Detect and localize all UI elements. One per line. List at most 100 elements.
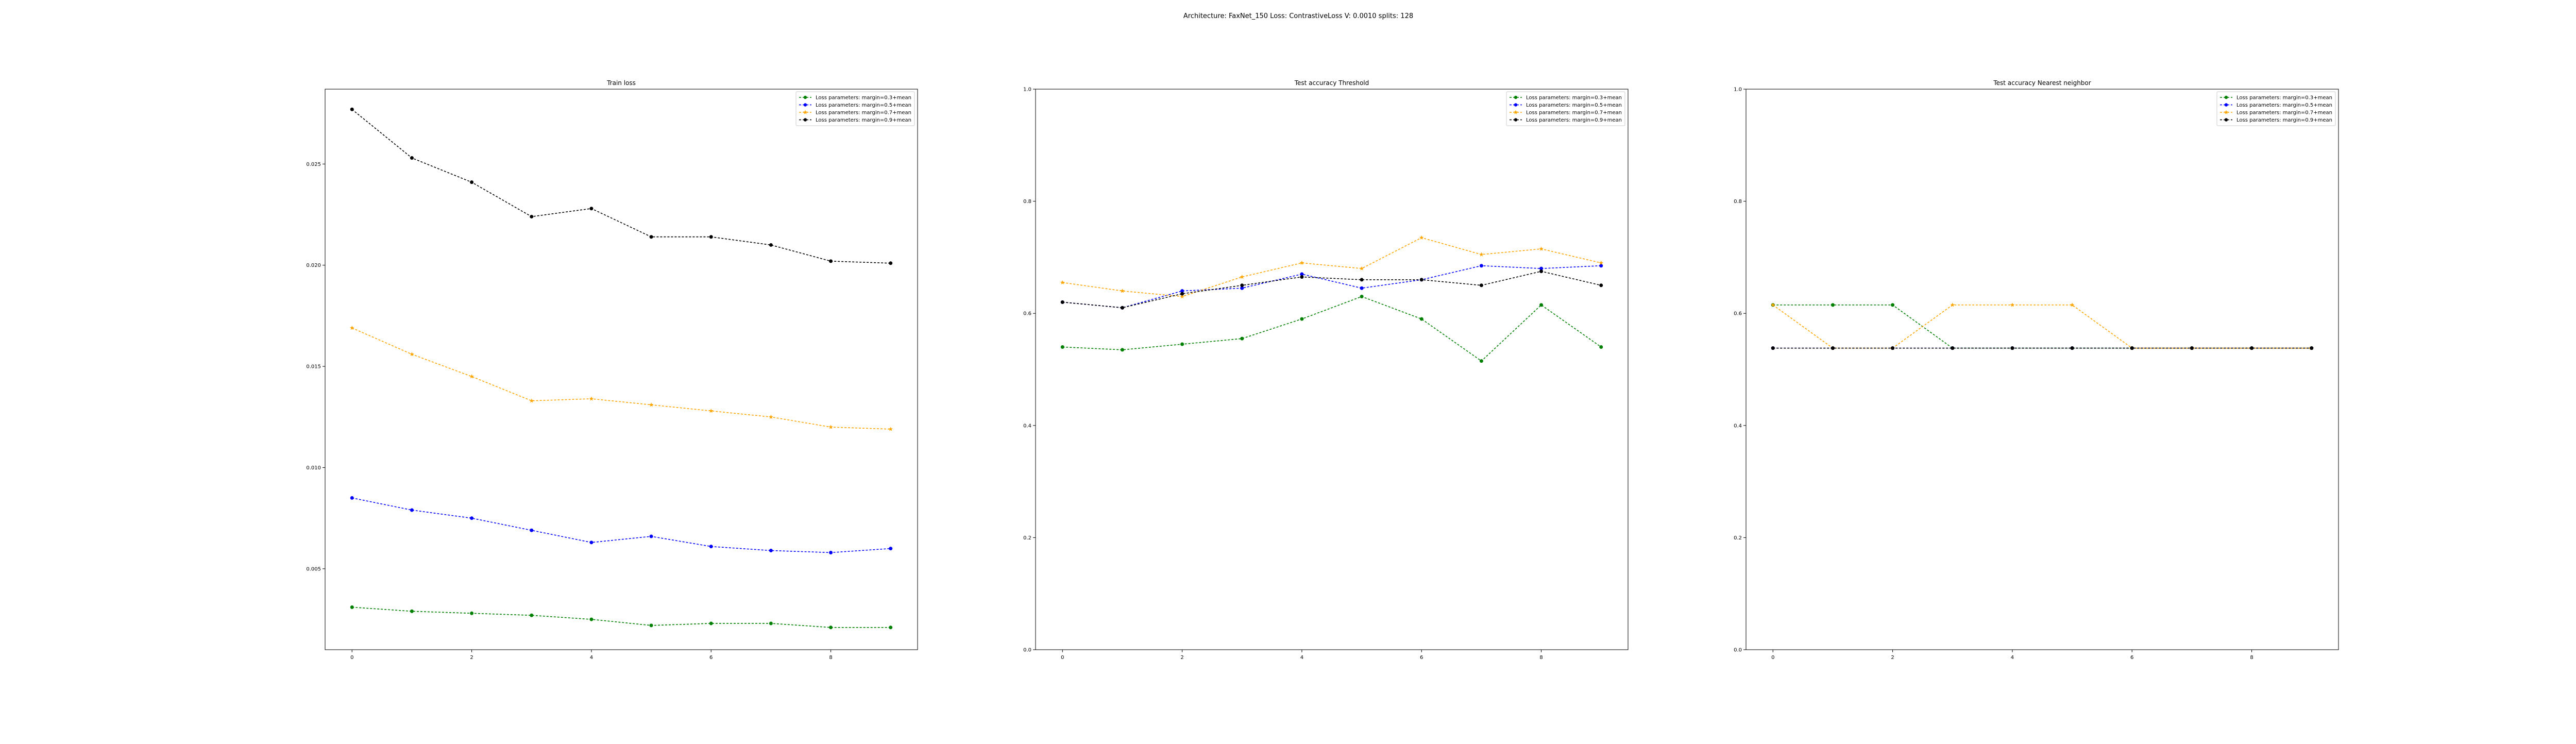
series-line-2	[351, 327, 891, 430]
series-line-0	[352, 606, 891, 628]
legend-marker	[1514, 95, 1518, 99]
legend-label: Loss parameters: margin=0.9+mean	[2236, 117, 2332, 123]
data-point	[350, 496, 354, 500]
legend-marker	[2224, 103, 2228, 107]
data-point	[829, 550, 833, 554]
axes-frame	[1745, 89, 2339, 650]
data-point	[470, 516, 474, 520]
data-point	[1951, 346, 1955, 350]
x-tick-label: 2	[470, 655, 473, 661]
data-point	[530, 613, 534, 617]
series-line-2	[1772, 305, 2312, 349]
y-tick-label: 0.8	[1023, 199, 1031, 205]
legend-box	[2216, 91, 2336, 126]
data-point	[469, 374, 474, 379]
data-point	[470, 180, 474, 184]
y-tick-label: 0.020	[306, 263, 321, 268]
figure-suptitle: Architecture: FaxNet_150 Loss: Contrasti…	[1183, 12, 1414, 20]
data-point	[1950, 302, 1955, 307]
data-point	[1770, 302, 1775, 307]
x-tick-label: 6	[709, 655, 713, 661]
series-line-0	[1773, 305, 2312, 349]
y-tick-label: 1.0	[1023, 87, 1031, 93]
data-point	[1299, 260, 1304, 265]
data-point	[2250, 346, 2254, 350]
data-point	[350, 605, 354, 610]
data-point	[1120, 289, 1125, 293]
data-point	[1120, 306, 1124, 310]
data-point	[1539, 269, 1544, 274]
data-point	[1479, 359, 1483, 363]
data-point	[1599, 283, 1603, 288]
y-tick-label: 0.005	[306, 566, 321, 572]
series-line-1	[352, 497, 891, 553]
y-tick-label: 0.6	[1023, 311, 1031, 317]
data-point	[589, 617, 594, 621]
series-line-3	[1062, 270, 1601, 309]
data-point	[1891, 303, 1895, 307]
data-point	[1599, 264, 1603, 268]
data-point	[889, 625, 893, 630]
data-point	[589, 540, 594, 545]
y-tick-label: 0.015	[306, 364, 321, 370]
y-tick-label: 0.025	[306, 162, 321, 167]
y-tick-label: 0.2	[1734, 535, 1742, 541]
data-point	[2070, 346, 2074, 350]
y-tick-label: 0.2	[1023, 535, 1031, 541]
data-point	[1180, 294, 1184, 299]
data-point	[1240, 274, 1245, 279]
legend-marker	[1514, 118, 1518, 122]
data-point	[1539, 266, 1544, 270]
x-tick-label: 4	[1300, 655, 1303, 661]
x-tick-label: 8	[829, 655, 832, 661]
legend-marker	[2224, 118, 2228, 122]
legend-marker	[2224, 95, 2228, 99]
data-point	[589, 207, 594, 211]
legend-box	[1506, 91, 1625, 126]
data-point	[1180, 342, 1184, 346]
data-point	[350, 107, 354, 111]
legend-label: Loss parameters: margin=0.5+mean	[2236, 103, 2332, 108]
legend-label: Loss parameters: margin=0.3+mean	[2236, 95, 2332, 101]
data-point	[1180, 292, 1184, 296]
legend-box	[795, 91, 915, 126]
data-point	[1771, 346, 1775, 350]
data-point	[1120, 348, 1124, 352]
x-tick-label: 0	[350, 655, 353, 661]
data-point	[649, 402, 654, 407]
data-point	[1359, 266, 1364, 270]
legend: Loss parameters: margin=0.3+mean Loss par…	[1506, 91, 1625, 126]
y-tick-label: 1.0	[1734, 87, 1742, 93]
data-point	[2190, 346, 2194, 350]
data-point	[1360, 278, 1364, 282]
data-point	[828, 425, 833, 429]
data-point	[470, 611, 474, 615]
data-point	[769, 414, 773, 419]
data-point	[709, 545, 713, 549]
legend-marker	[1513, 110, 1518, 114]
data-point	[2130, 346, 2134, 350]
chart-panel-1: Test accuracy Threshold 0 2 4 6 8 0.0 0.2 0.4 0.6…	[1023, 79, 1629, 661]
y-tick-label: 0.4	[1023, 423, 1031, 429]
data-point	[349, 325, 354, 330]
legend-marker	[2224, 110, 2229, 114]
data-point	[1240, 336, 1244, 341]
y-tick-label: 0.6	[1734, 311, 1742, 317]
y-tick-label: 0.8	[1734, 199, 1742, 205]
data-point	[889, 261, 893, 265]
chart-title: Train loss	[606, 79, 636, 87]
chart-panel-0: Train loss 0 2 4 6 8 0.005 0.010 0.015 0.020 0.025…	[306, 79, 918, 661]
legend-label: Loss parameters: margin=0.3+mean	[816, 95, 911, 101]
series-line-2	[1062, 237, 1601, 297]
x-tick-label: 4	[2011, 655, 2014, 661]
y-tick-label: 0.0	[1734, 648, 1742, 653]
legend-label: Loss parameters: margin=0.7+mean	[816, 110, 911, 116]
x-tick-label: 4	[590, 655, 593, 661]
legend: Loss parameters: margin=0.3+mean Loss par…	[2216, 91, 2336, 126]
legend-marker	[803, 95, 807, 99]
y-tick-label: 0.010	[306, 465, 321, 471]
legend-marker	[803, 103, 807, 107]
legend-label: Loss parameters: margin=0.7+mean	[2236, 110, 2332, 116]
